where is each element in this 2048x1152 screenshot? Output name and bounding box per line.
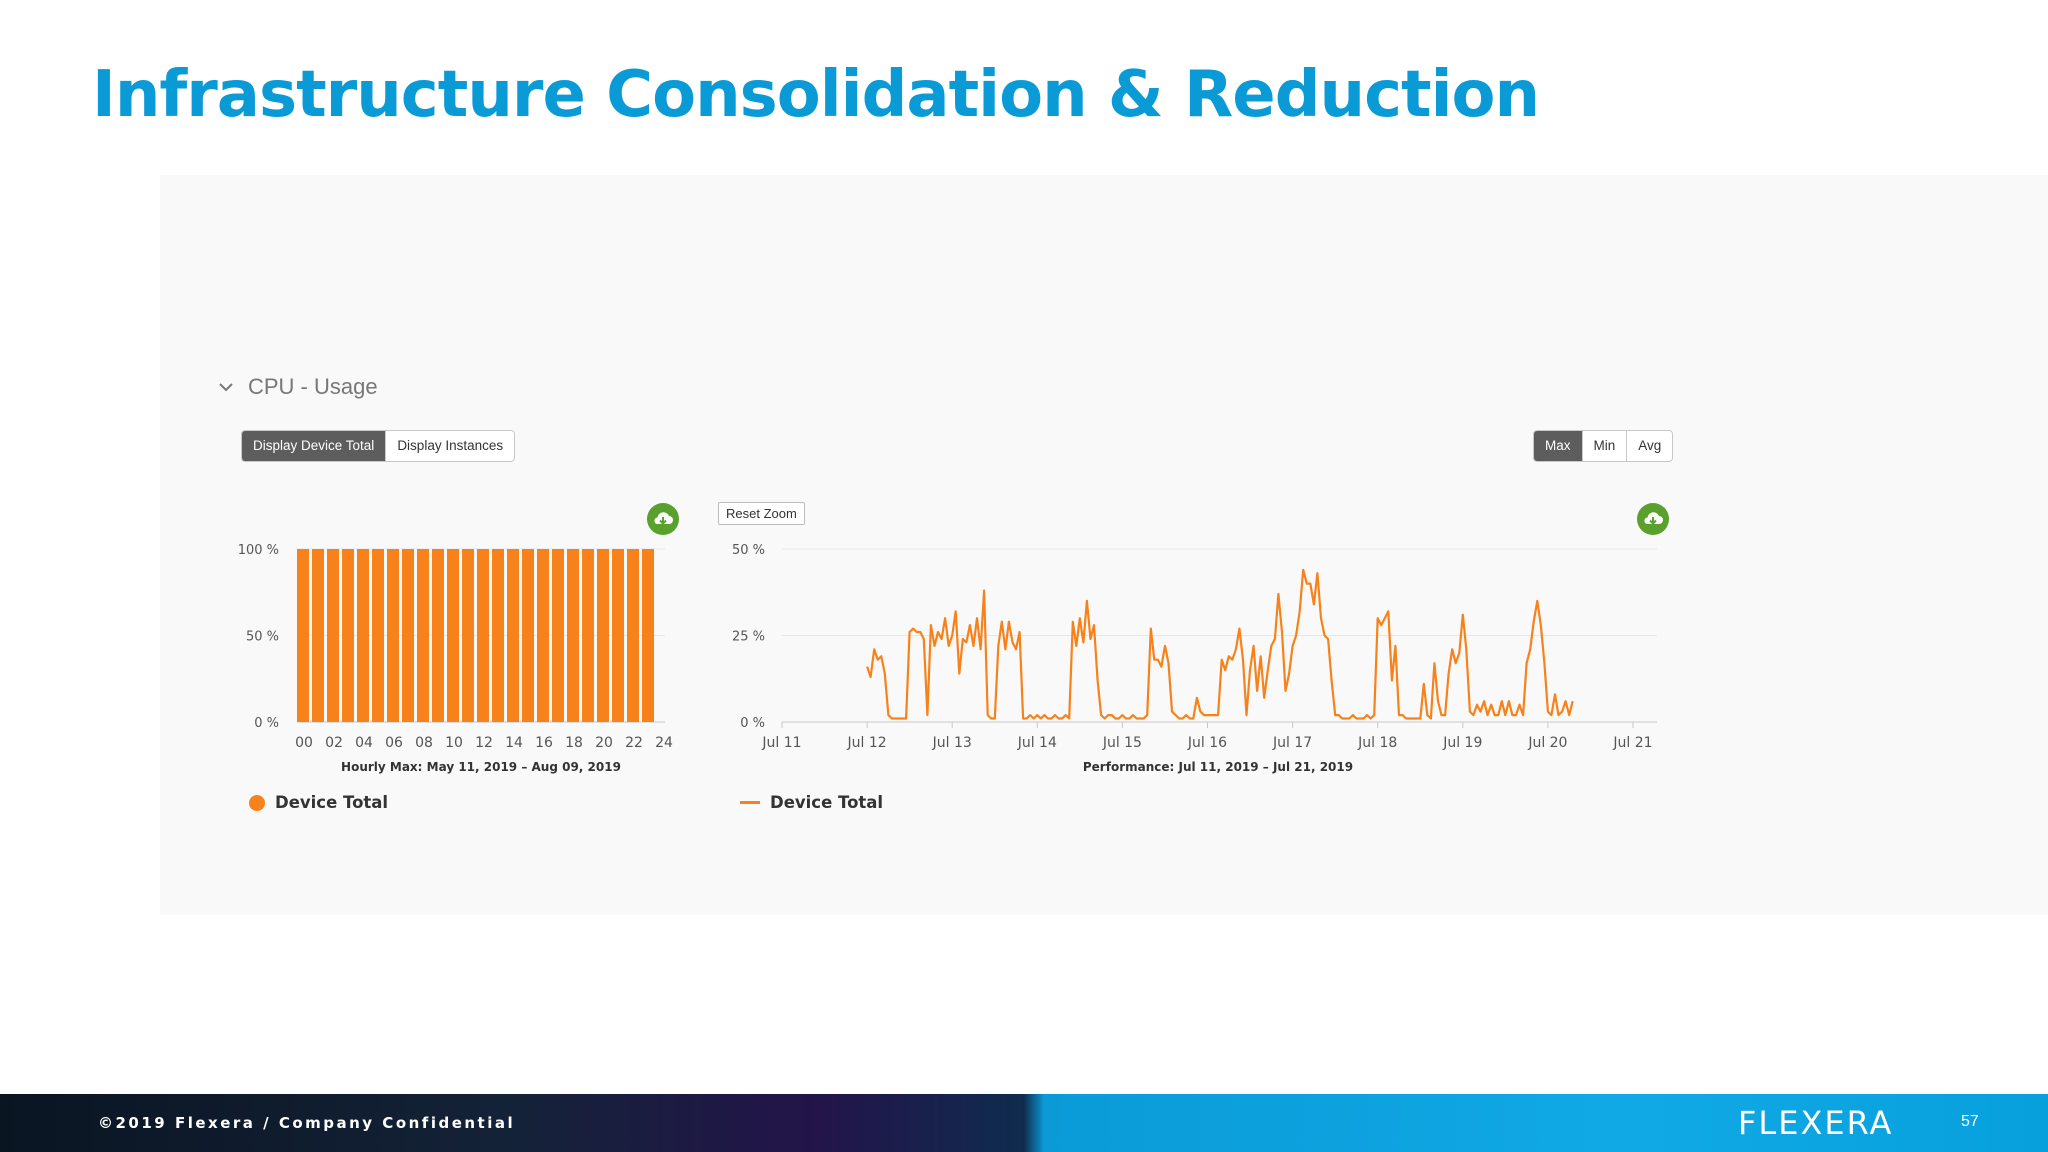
slide-title: Infrastructure Consolidation & Reduction bbox=[92, 58, 1540, 132]
legend-performance[interactable]: Device Total bbox=[740, 793, 883, 812]
chevron-down-icon[interactable] bbox=[218, 381, 234, 393]
cloud-download-icon bbox=[1644, 512, 1663, 525]
section-title: CPU - Usage bbox=[248, 374, 378, 399]
legend-label: Device Total bbox=[770, 793, 884, 812]
legend-marker bbox=[740, 801, 760, 804]
download-button-hourly-chart[interactable] bbox=[647, 503, 679, 535]
display-device-total-button[interactable]: Display Device Total bbox=[242, 431, 386, 461]
display-instances-button[interactable]: Display Instances bbox=[385, 431, 514, 461]
avg-button[interactable]: Avg bbox=[1626, 431, 1672, 461]
cloud-download-icon bbox=[654, 512, 673, 525]
footer-bar: ©2019 Flexera / Company Confidential FLE… bbox=[0, 1094, 2048, 1152]
reset-zoom-button[interactable]: Reset Zoom bbox=[718, 502, 805, 525]
legend-hourly[interactable]: Device Total bbox=[249, 793, 388, 812]
min-button[interactable]: Min bbox=[1581, 431, 1627, 461]
flexera-logo: FLEXERA bbox=[1738, 1104, 1894, 1142]
page-number: 57 bbox=[1961, 1113, 1979, 1130]
display-mode-toggle: Display Device Total Display Instances bbox=[241, 430, 516, 462]
max-button[interactable]: Max bbox=[1534, 431, 1582, 461]
footer-confidential-text: ©2019 Flexera / Company Confidential bbox=[98, 1114, 516, 1132]
legend-marker bbox=[249, 794, 265, 811]
download-button-performance-chart[interactable] bbox=[1637, 503, 1669, 535]
section-header-cpu-usage[interactable]: CPU - Usage bbox=[218, 374, 378, 400]
dashboard-panel bbox=[160, 175, 2048, 915]
aggregation-toggle: Max Min Avg bbox=[1533, 430, 1674, 462]
legend-label: Device Total bbox=[275, 793, 389, 812]
